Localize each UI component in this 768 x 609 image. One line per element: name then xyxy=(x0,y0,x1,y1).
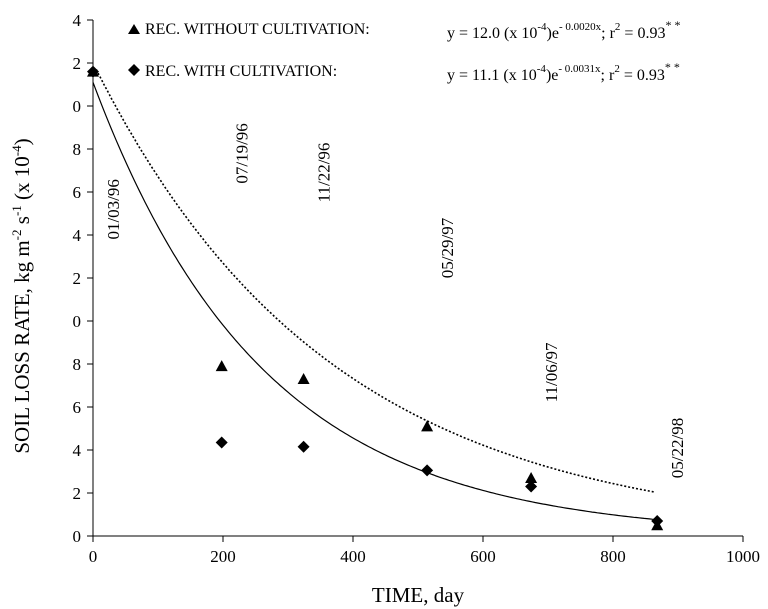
r2-without-prefix: r xyxy=(610,25,616,42)
date-label: 01/03/96 xyxy=(104,179,123,239)
eq-with-sup1: -4 xyxy=(537,63,547,75)
eq-with-mid: )e xyxy=(546,67,558,84)
diamond-marker xyxy=(421,464,434,477)
x-tick-label: 800 xyxy=(600,547,626,566)
x-tick-label: 600 xyxy=(470,547,496,566)
y-tick-label: 0 xyxy=(73,312,82,331)
y-tick-label: 4 xyxy=(73,226,82,245)
legend-diamond-marker xyxy=(128,64,140,76)
x-axis: 0 200 400 600 800 1000 xyxy=(89,535,760,566)
diamond-marker xyxy=(525,480,538,493)
x-tick-label: 0 xyxy=(89,547,98,566)
y-axis-title-sup3: -4 xyxy=(9,145,24,156)
equation-with: y = 11.1 (x 10-4)e- 0.0031x; r2 = 0.93* … xyxy=(447,60,680,84)
legend-triangle-marker xyxy=(128,24,140,34)
y-axis-title-mid: s xyxy=(10,216,34,229)
eq-without-sup1: -4 xyxy=(537,21,547,33)
date-label: 07/19/96 xyxy=(233,123,252,183)
r2-without-stars: * * xyxy=(665,18,680,32)
data-markers xyxy=(87,65,664,531)
y-axis-title-end: (x 10 xyxy=(10,156,34,205)
legend-entry-with: REC. WITH CULTIVATION: y = 11.1 (x 10-4)… xyxy=(128,60,680,84)
y-tick-label: 2 xyxy=(73,484,82,503)
legend-entry-without: REC. WITHOUT CULTIVATION: y = 12.0 (x 10… xyxy=(128,18,680,42)
fit-curve-with xyxy=(92,82,658,521)
y-tick-label: 0 xyxy=(73,527,82,546)
r2-with-value: = 0.93 xyxy=(620,67,665,84)
y-tick-label: 4 xyxy=(73,441,82,460)
r2-without-value: = 0.93 xyxy=(620,25,665,42)
y-axis-title-sup2: -1 xyxy=(9,205,24,216)
diamond-marker xyxy=(215,436,228,449)
x-tick-label: 400 xyxy=(340,547,366,566)
x-axis-title: TIME, day xyxy=(372,583,465,607)
r2-with-prefix: r xyxy=(609,67,615,84)
date-label: 05/29/97 xyxy=(438,217,457,278)
y-axis-title: SOIL LOSS RATE, kg m-2 s-1 (x 10-4) xyxy=(9,138,34,453)
y-tick-label: 6 xyxy=(73,183,82,202)
y-tick-label: 2 xyxy=(73,54,82,73)
y-axis-title-close: ) xyxy=(10,138,34,145)
r2-with-sup: 2 xyxy=(614,63,620,75)
y-tick-label: 4 xyxy=(73,11,82,30)
triangle-marker xyxy=(525,471,538,483)
y-axis-title-main: SOIL LOSS RATE, kg m xyxy=(10,240,34,453)
fit-curve-without xyxy=(95,69,656,493)
date-annotations: 01/03/96 07/19/96 11/22/96 05/29/97 11/06/97… xyxy=(104,123,687,478)
y-tick-label: 2 xyxy=(73,269,82,288)
legend-label-with: REC. WITH CULTIVATION: xyxy=(145,63,337,80)
triangle-marker xyxy=(421,420,434,432)
eq-without-main: y = 12.0 (x 10 xyxy=(447,25,537,42)
date-label: 05/22/98 xyxy=(668,418,687,478)
x-tick-label: 200 xyxy=(210,547,236,566)
eq-with-main: y = 11.1 (x 10 xyxy=(447,67,537,84)
fit-lines xyxy=(92,69,658,521)
date-label: 11/22/96 xyxy=(315,143,334,203)
y-tick-label: 8 xyxy=(73,140,82,159)
eq-with-sup2: - 0.0031x xyxy=(558,63,601,75)
diamond-marker xyxy=(651,514,664,527)
date-label: 11/06/97 xyxy=(542,342,561,402)
y-tick-label: 6 xyxy=(73,398,82,417)
eq-with-sep: ; xyxy=(601,67,609,84)
diamond-marker xyxy=(297,440,310,453)
r2-without-sup: 2 xyxy=(615,21,621,33)
y-tick-label: 0 xyxy=(73,97,82,116)
eq-without-mid: )e xyxy=(547,25,559,42)
r2-with-stars: * * xyxy=(665,60,680,74)
equation-without: y = 12.0 (x 10-4)e- 0.0020x; r2 = 0.93* … xyxy=(447,18,680,42)
triangle-marker xyxy=(215,360,228,372)
legend: REC. WITHOUT CULTIVATION: y = 12.0 (x 10… xyxy=(128,18,680,84)
x-tick-label: 1000 xyxy=(726,547,760,566)
triangle-marker xyxy=(297,373,310,385)
legend-label-without: REC. WITHOUT CULTIVATION: xyxy=(145,21,370,38)
eq-without-sup2: - 0.0020x xyxy=(559,21,602,33)
y-axis: 0 2 4 6 8 0 2 4 6 8 0 2 4 xyxy=(73,11,94,546)
y-tick-label: 8 xyxy=(73,355,82,374)
eq-without-sep: ; xyxy=(601,25,609,42)
y-axis-title-sup1: -2 xyxy=(9,229,24,240)
